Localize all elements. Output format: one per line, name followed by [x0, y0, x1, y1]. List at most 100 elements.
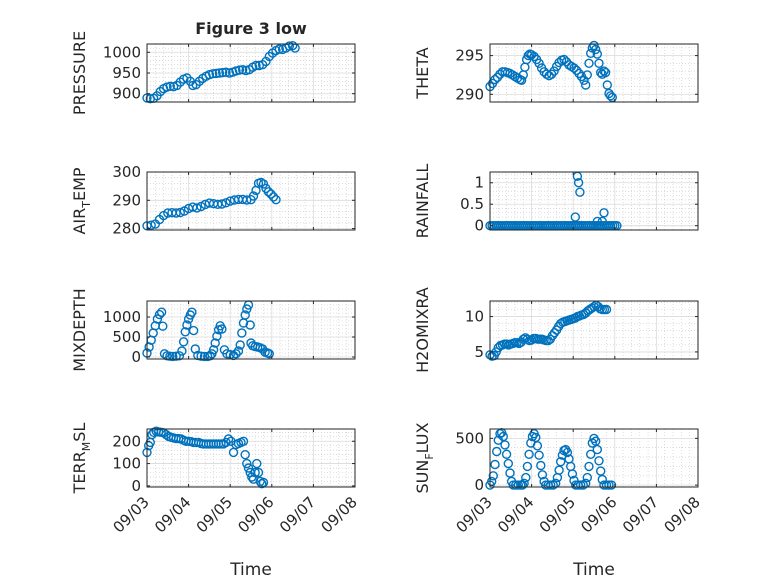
subplot-3: 280 290 300 AIRTEMP: [70, 163, 356, 238]
data-point: [534, 58, 544, 68]
axes-frame: [489, 171, 699, 231]
x-tick-label: 09/04: [151, 493, 194, 536]
x-tick-label: 09/05: [193, 493, 236, 536]
data-point: [524, 449, 534, 459]
data-point: [240, 450, 250, 460]
data-point: [549, 328, 560, 338]
data-point: [594, 58, 604, 68]
data-point: [211, 68, 221, 79]
data-point: [569, 63, 579, 73]
data-point: [207, 69, 218, 79]
data-point: [517, 480, 528, 490]
data-point: [284, 41, 294, 51]
data-point: [584, 58, 594, 68]
y-tick-label: 5: [474, 343, 484, 361]
x-tick-label: 09/07: [276, 493, 319, 536]
data-point: [242, 458, 252, 469]
data-point: [223, 434, 234, 444]
data-point: [549, 66, 559, 76]
data-point: [559, 54, 569, 65]
data-point: [594, 456, 604, 466]
data-point: [503, 458, 513, 469]
data-point: [500, 440, 510, 450]
y-tick-label: 100: [112, 455, 141, 473]
data-point: [601, 304, 612, 315]
y-tick-label: 950: [112, 64, 141, 82]
data-point: [532, 441, 543, 451]
y-tick-label: 0: [474, 217, 484, 235]
data-point: [573, 177, 584, 188]
y-tick-label: 1: [474, 174, 484, 192]
y-axis-label: AIRTEMP: [70, 167, 93, 234]
x-tick-label: 09/06: [234, 493, 277, 536]
y-tick-label: 0: [474, 476, 484, 494]
y-axis-label: THETA: [413, 47, 432, 99]
axes-frame: [146, 171, 356, 231]
data-point: [234, 65, 245, 75]
data-point: [240, 310, 250, 320]
y-tick-label: 500: [455, 429, 484, 447]
data-point: [210, 338, 220, 348]
data-point: [152, 314, 163, 324]
y-axis-label: H2OMIXRA: [413, 287, 432, 373]
data-point: [238, 436, 249, 446]
data-point: [597, 216, 607, 227]
y-tick-label: 1000: [103, 43, 141, 61]
data-point: [264, 349, 274, 359]
data-point: [536, 460, 546, 471]
y-axis-label: SUNFLUX: [413, 422, 436, 493]
data-point: [521, 472, 531, 483]
data-point: [174, 351, 185, 361]
x-tick-label: 09/08: [661, 493, 704, 536]
data-point: [567, 469, 578, 479]
x-tick-label: 09/05: [536, 493, 579, 536]
data-point: [177, 346, 187, 356]
axes-frame: [489, 428, 699, 488]
axes-frame: [489, 43, 699, 103]
data-point: [257, 479, 267, 489]
data-point: [175, 207, 186, 218]
data-point: [522, 461, 533, 472]
data-point: [237, 328, 247, 338]
data-point: [274, 44, 284, 54]
y-tick-label: 295: [455, 47, 484, 65]
data-point: [258, 179, 269, 189]
axes-frame: [146, 300, 356, 360]
data-point: [243, 463, 254, 473]
data-point: [548, 480, 558, 490]
y-axis-label: PRESSURE: [70, 31, 89, 115]
data-point: [271, 194, 281, 205]
y-tick-label: 500: [112, 328, 141, 346]
data-point: [605, 91, 616, 101]
data-point: [601, 480, 612, 490]
y-axis-label: RAINFALL: [413, 164, 432, 239]
data-point: [171, 351, 181, 361]
y-axis-label: MIXDEPTH: [70, 288, 89, 371]
subplot-6: 5 10 H2OMIXRA: [413, 287, 699, 373]
data-point: [599, 208, 609, 218]
data-point: [513, 480, 523, 490]
x-axis-label: Time: [572, 560, 615, 580]
data-point: [235, 340, 245, 350]
data-point: [221, 198, 231, 208]
data-point: [233, 346, 244, 356]
data-point: [591, 44, 601, 55]
y-axis-label-main: TERR: [70, 451, 89, 494]
data-point: [154, 309, 165, 320]
data-point: [492, 446, 502, 457]
data-point: [217, 67, 228, 78]
data-point: [250, 467, 260, 478]
y-axis-label-subscript: M: [80, 442, 93, 452]
data-point: [534, 450, 544, 460]
data-point: [576, 480, 586, 490]
data-point: [251, 60, 261, 71]
data-point: [263, 187, 274, 197]
data-point: [526, 50, 537, 60]
x-tick-label: 09/08: [318, 493, 361, 536]
data-point: [490, 459, 500, 470]
y-axis-label-rest: LUX: [413, 422, 432, 453]
data-point: [582, 472, 592, 483]
data-point: [599, 66, 609, 76]
